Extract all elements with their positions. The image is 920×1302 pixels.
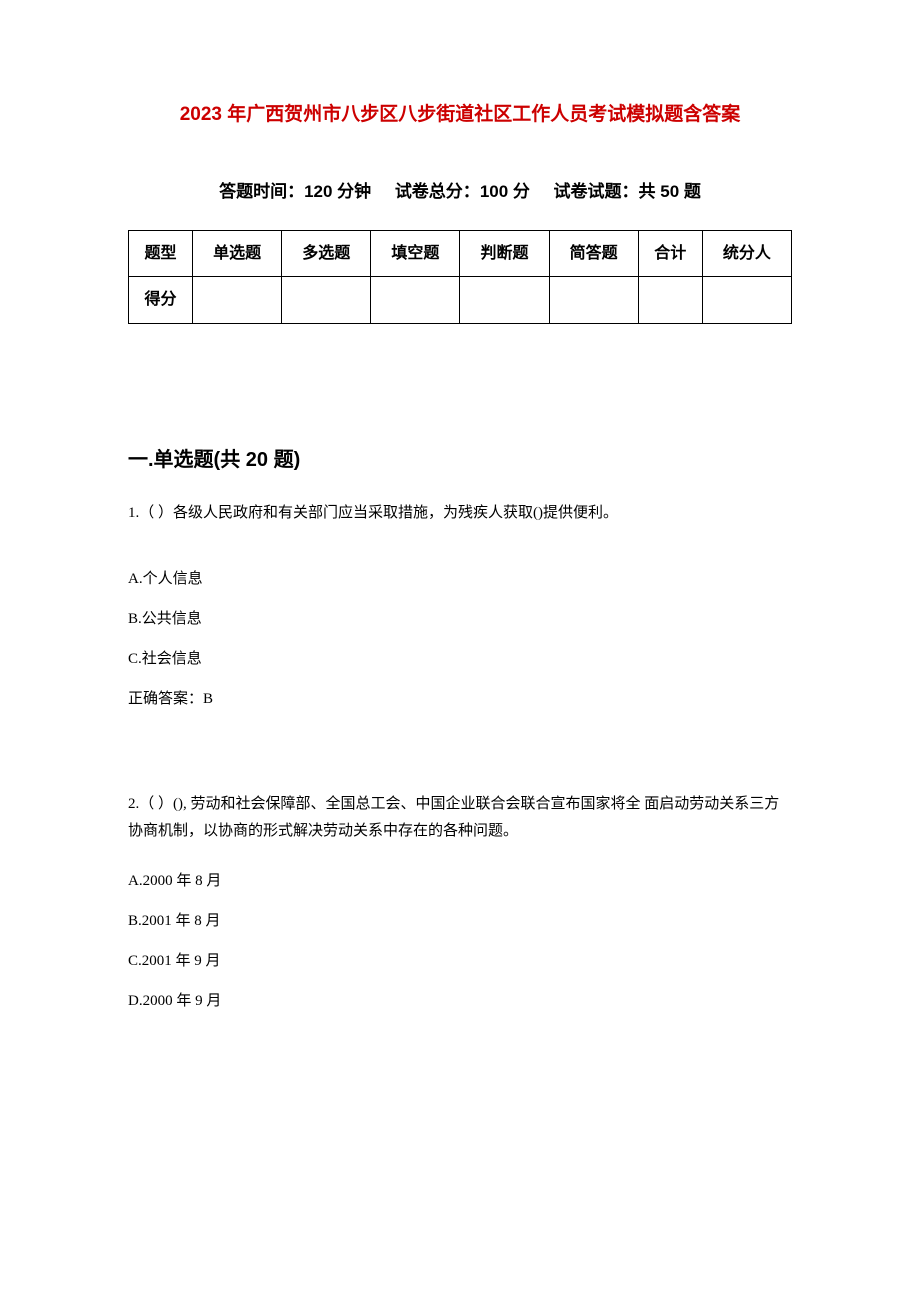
count-label: 试卷试题： <box>554 182 639 201</box>
table-cell <box>193 277 282 324</box>
option-a: A.2000 年 8 月 <box>128 869 792 893</box>
table-cell <box>638 277 702 324</box>
table-header: 统分人 <box>702 230 791 277</box>
answer-line: 正确答案：B <box>128 687 792 711</box>
table-header: 单选题 <box>193 230 282 277</box>
question-prefix: （ ） <box>139 796 173 812</box>
question-text: 1.（ ）各级人民政府和有关部门应当采取措施，为残疾人获取()提供便利。 <box>128 500 792 527</box>
option-c: C.2001 年 9 月 <box>128 949 792 973</box>
question-number: 1. <box>128 505 139 521</box>
table-cell <box>371 277 460 324</box>
table-header: 填空题 <box>371 230 460 277</box>
option-b: B.2001 年 8 月 <box>128 909 792 933</box>
table-cell <box>549 277 638 324</box>
question-1: 1.（ ）各级人民政府和有关部门应当采取措施，为残疾人获取()提供便利。 A.个… <box>128 500 792 711</box>
total-label: 试卷总分： <box>395 182 480 201</box>
question-2: 2.（ ）(), 劳动和社会保障部、全国总工会、中国企业联合会联合宣布国家将全 … <box>128 791 792 1013</box>
question-text: 2.（ ）(), 劳动和社会保障部、全国总工会、中国企业联合会联合宣布国家将全 … <box>128 791 792 845</box>
answer-label: 正确答案： <box>128 691 203 707</box>
question-body: (), 劳动和社会保障部、全国总工会、中国企业联合会联合宣布国家将全 面启动劳动… <box>128 796 779 839</box>
count-value: 共 50 题 <box>639 182 701 201</box>
table-header-row: 题型 单选题 多选题 填空题 判断题 简答题 合计 统分人 <box>129 230 792 277</box>
option-a: A.个人信息 <box>128 567 792 591</box>
table-cell <box>460 277 549 324</box>
option-b: B.公共信息 <box>128 607 792 631</box>
table-cell <box>702 277 791 324</box>
time-label: 答题时间： <box>219 182 304 201</box>
table-header: 判断题 <box>460 230 549 277</box>
table-header: 题型 <box>129 230 193 277</box>
section-heading: 一.单选题(共 20 题) <box>128 444 792 476</box>
score-table: 题型 单选题 多选题 填空题 判断题 简答题 合计 统分人 得分 <box>128 230 792 324</box>
table-score-row: 得分 <box>129 277 792 324</box>
question-number: 2. <box>128 796 139 812</box>
exam-info-line: 答题时间：120 分钟 试卷总分：100 分 试卷试题：共 50 题 <box>128 178 792 205</box>
option-c: C.社会信息 <box>128 647 792 671</box>
option-d: D.2000 年 9 月 <box>128 989 792 1013</box>
total-value: 100 分 <box>480 182 530 201</box>
answer-value: B <box>203 691 213 707</box>
table-cell <box>282 277 371 324</box>
time-value: 120 分钟 <box>304 182 371 201</box>
question-body: 各级人民政府和有关部门应当采取措施，为残疾人获取()提供便利。 <box>173 505 618 521</box>
document-title: 2023 年广西贺州市八步区八步街道社区工作人员考试模拟题含答案 <box>128 100 792 130</box>
table-row-label: 得分 <box>129 277 193 324</box>
table-header: 多选题 <box>282 230 371 277</box>
table-header: 合计 <box>638 230 702 277</box>
table-header: 简答题 <box>549 230 638 277</box>
question-prefix: （ ） <box>139 505 173 521</box>
